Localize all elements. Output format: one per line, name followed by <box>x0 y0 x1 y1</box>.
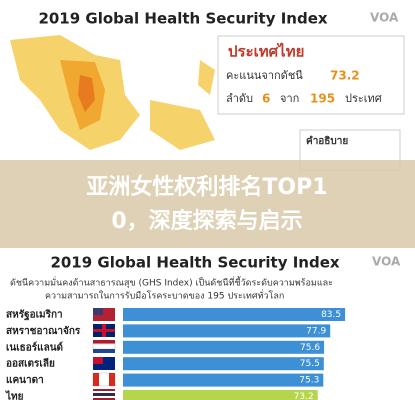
map <box>10 35 215 150</box>
bar <box>123 308 346 321</box>
overlay-title-line: 0，深度探索与启示 <box>111 208 302 234</box>
logo: VOA <box>372 255 401 269</box>
category-label: สหราชอาณาจักร <box>6 325 81 337</box>
value-label: 77.9 <box>306 326 326 336</box>
chart-title: 2019 Global Health Security Index <box>50 254 339 272</box>
chart-subtitle: ดัชนีความมั่นคงด้านสาธารณสุข (GHS Index)… <box>10 276 333 289</box>
total: 195 <box>310 92 335 106</box>
category-label: ออสเตรเลีย <box>6 358 55 370</box>
rank: 6 <box>262 92 270 106</box>
category-label: สหรัฐอเมริกา <box>6 309 63 321</box>
category-label: แคนาดา <box>6 375 44 386</box>
overlay-band <box>0 160 415 248</box>
country-name: ประเทศไทย <box>228 42 304 61</box>
category-label: ไทย <box>5 390 24 400</box>
category-label: เนเธอร์แลนด์ <box>6 341 63 353</box>
rank-label: ลำดับ <box>226 92 253 105</box>
score: 73.2 <box>330 69 360 83</box>
country-box <box>217 35 405 115</box>
value-label: 73.2 <box>294 392 314 400</box>
rank-unit: ประเทศ <box>345 92 382 105</box>
chart-subtitle: ความสามารถในการรับมือโรคระบาดของ 195 ประ… <box>45 289 284 302</box>
value-label: 75.5 <box>300 359 320 369</box>
flags <box>92 308 116 400</box>
bar <box>123 390 318 400</box>
bar <box>123 340 325 354</box>
top-title: 2019 Global Health Security Index <box>38 10 327 28</box>
rank-of: จาก <box>280 92 299 105</box>
bar <box>123 324 331 338</box>
value-label: 83.5 <box>321 310 341 320</box>
bar <box>123 373 324 387</box>
score-label: คะแนนจากดัชนี <box>226 69 303 82</box>
logo: VOA <box>370 11 399 25</box>
bar <box>123 357 324 371</box>
legend-title: คำอธิบาย <box>306 135 348 147</box>
value-label: 75.3 <box>299 376 319 386</box>
overlay-title-line: 亚洲女性权利排名TOP1 <box>86 174 327 200</box>
value-label: 75.6 <box>300 343 320 353</box>
